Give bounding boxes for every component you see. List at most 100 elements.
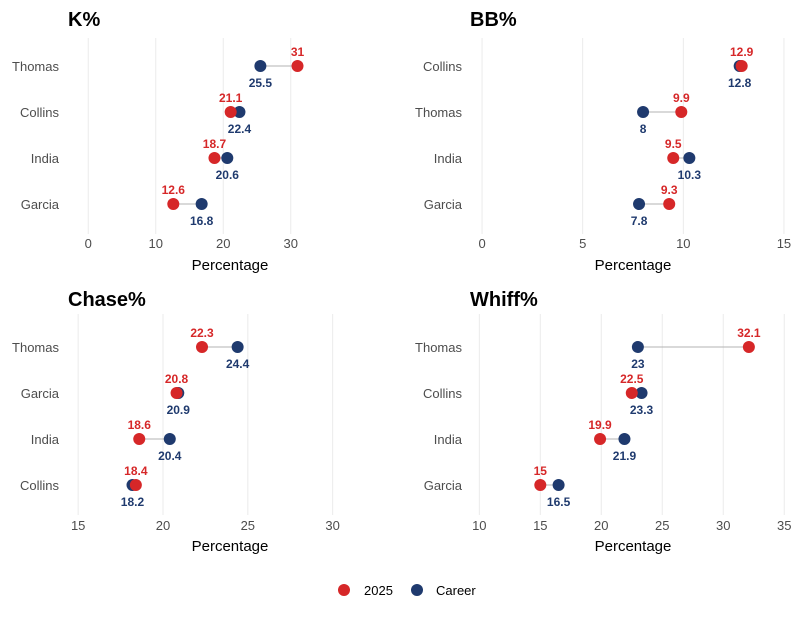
x-tick-label: 20 <box>216 236 230 251</box>
x-tick-label: 0 <box>85 236 92 251</box>
x-tick-label: 20 <box>156 518 170 533</box>
category-label: Thomas <box>415 105 462 120</box>
career-point <box>633 198 646 210</box>
category-label: Thomas <box>12 59 59 74</box>
category-label: Collins <box>423 59 463 74</box>
season-point <box>663 198 676 210</box>
season-value-label: 15 <box>534 464 548 478</box>
season-point <box>133 433 146 445</box>
season-value-label: 12.6 <box>162 183 186 197</box>
category-label: India <box>31 151 60 166</box>
category-label: Collins <box>423 386 463 401</box>
x-axis-label: Percentage <box>192 538 269 555</box>
season-value-label: 22.5 <box>620 372 644 386</box>
season-point <box>196 341 209 353</box>
season-point <box>208 152 221 164</box>
season-value-label: 9.5 <box>665 137 682 151</box>
x-tick-label: 25 <box>655 518 669 533</box>
x-tick-label: 10 <box>676 236 690 251</box>
category-label: India <box>434 151 463 166</box>
x-tick-label: 15 <box>533 518 547 533</box>
x-tick-label: 35 <box>777 518 791 533</box>
legend-label-career: Career <box>436 583 476 598</box>
x-tick-label: 30 <box>716 518 730 533</box>
career-value-label: 22.4 <box>228 122 252 136</box>
season-point <box>291 60 304 72</box>
season-value-label: 31 <box>291 45 305 59</box>
season-value-label: 9.3 <box>661 183 678 197</box>
career-point <box>254 60 267 72</box>
career-value-label: 21.9 <box>613 449 637 463</box>
category-label: Collins <box>20 478 60 493</box>
panel-k-pct: K% 0 10 20 30 Percentage Thomas 31 25.5 Collins 21… <box>12 9 304 274</box>
panel-title: Chase% <box>68 289 146 311</box>
panel-chase-pct: Chase% 15 20 25 30 Percentage Thomas 22.3 24.4 Ga… <box>12 289 340 555</box>
career-point <box>195 198 208 210</box>
season-value-label: 12.9 <box>730 45 754 59</box>
x-tick-label: 25 <box>241 518 255 533</box>
x-tick-label: 5 <box>579 236 586 251</box>
career-value-label: 23 <box>631 357 645 371</box>
category-label: Thomas <box>415 340 462 355</box>
season-point <box>224 106 237 118</box>
season-point <box>625 387 638 399</box>
career-value-label: 12.8 <box>728 76 752 90</box>
season-point <box>675 106 688 118</box>
legend-swatch-2025 <box>338 584 350 596</box>
legend-label-2025: 2025 <box>364 583 393 598</box>
season-value-label: 19.9 <box>588 418 612 432</box>
legend-swatch-career <box>411 584 423 596</box>
season-value-label: 32.1 <box>737 326 761 340</box>
panel-title: K% <box>68 9 100 31</box>
x-tick-label: 15 <box>777 236 791 251</box>
x-tick-label: 20 <box>594 518 608 533</box>
x-tick-label: 15 <box>71 518 85 533</box>
career-point <box>233 106 246 118</box>
season-value-label: 18.4 <box>124 464 148 478</box>
category-label: Garcia <box>21 386 60 401</box>
x-axis-label: Percentage <box>595 538 672 555</box>
career-point <box>618 433 631 445</box>
career-point <box>637 106 650 118</box>
panel-title: Whiff% <box>470 289 538 311</box>
legend: 2025 Career <box>338 583 476 598</box>
season-value-label: 18.6 <box>128 418 152 432</box>
career-value-label: 18.2 <box>121 495 145 509</box>
season-value-label: 20.8 <box>165 372 189 386</box>
category-label: Garcia <box>21 197 60 212</box>
category-label: India <box>31 432 60 447</box>
career-point <box>163 433 176 445</box>
career-value-label: 8 <box>640 122 647 136</box>
season-point <box>129 479 142 491</box>
panel-whiff-pct: Whiff% 10 15 20 25 30 35 Percentage Thomas 32.1 23… <box>415 289 791 555</box>
category-label: Thomas <box>12 340 59 355</box>
season-value-label: 18.7 <box>203 137 227 151</box>
x-tick-label: 0 <box>478 236 485 251</box>
career-value-label: 16.8 <box>190 214 214 228</box>
career-value-label: 16.5 <box>547 495 571 509</box>
career-value-label: 10.3 <box>678 168 702 182</box>
career-point <box>683 152 696 164</box>
season-point <box>534 479 547 491</box>
x-tick-label: 10 <box>149 236 163 251</box>
career-point <box>221 152 234 164</box>
category-label: India <box>434 432 463 447</box>
season-point <box>667 152 680 164</box>
season-value-label: 22.3 <box>190 326 214 340</box>
x-tick-label: 30 <box>284 236 298 251</box>
season-point <box>735 60 748 72</box>
career-value-label: 20.4 <box>158 449 182 463</box>
career-point <box>631 341 644 353</box>
career-point <box>635 387 648 399</box>
category-label: Collins <box>20 105 60 120</box>
x-tick-label: 10 <box>472 518 486 533</box>
career-value-label: 25.5 <box>249 76 273 90</box>
category-label: Garcia <box>424 478 463 493</box>
season-point <box>742 341 755 353</box>
panel-title: BB% <box>470 9 517 31</box>
season-value-label: 21.1 <box>219 91 243 105</box>
season-point <box>167 198 180 210</box>
career-value-label: 20.9 <box>167 403 191 417</box>
career-value-label: 23.3 <box>630 403 654 417</box>
